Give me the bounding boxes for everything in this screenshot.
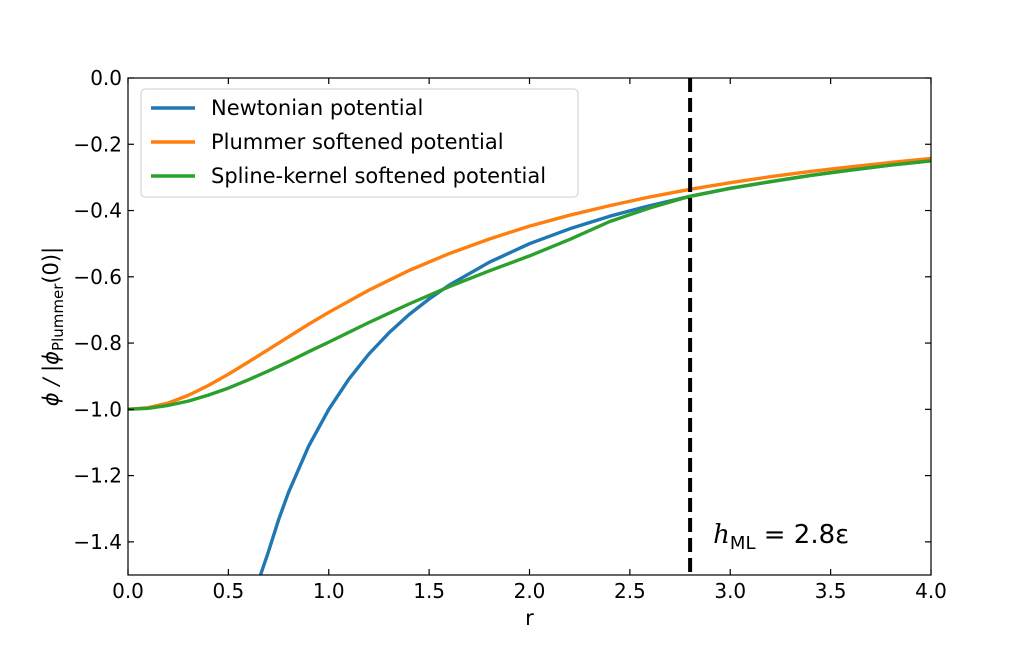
x-tick-label: 0.5 [212,579,244,603]
y-tick-label: −0.2 [73,132,122,156]
x-tick-label: 2.0 [514,579,546,603]
x-tick-label: 0.0 [112,579,144,603]
y-tick-label: −1.0 [73,397,122,421]
series-line-3 [127,159,932,411]
h-ml-annotation: hML = 2.8ε [713,520,849,554]
y-axis: 0.0 −0.2 −0.4 −0.6 −0.8 −1.0 −1.2 −1.4 [73,66,931,554]
y-tick-label: −1.2 [73,464,122,488]
y-tick-label: −0.4 [73,199,122,223]
series-layer [127,156,932,576]
x-tick-label: 1.5 [413,579,445,603]
legend-label: Plummer softened potential [211,130,504,154]
y-axis-label-main: ϕ / |ϕ [39,351,64,406]
series-line-2 [127,156,932,411]
x-tick-label: 4.0 [915,579,947,603]
annotation-layer: hML = 2.8ε [688,78,849,575]
legend-box [140,88,579,198]
y-axis-label-subscript: Plummer [49,283,67,351]
x-tick-label: 2.5 [614,579,646,603]
y-tick-label: −0.6 [73,265,122,289]
x-axis: 0.0 0.5 1.0 1.5 2.0 2.5 3.0 3.5 4.0 [112,78,947,603]
y-axis-label: ϕ / |ϕPlummer(0)| [39,247,67,406]
x-tick-label: 1.0 [313,579,345,603]
x-tick-label: 3.5 [815,579,847,603]
y-axis-label-tail: (0)| [39,247,64,284]
legend: Newtonian potential Plummer softened pote… [140,88,579,198]
legend-label: Newtonian potential [211,96,423,120]
y-tick-label: −0.8 [73,331,122,355]
legend-label: Spline-kernel softened potential [211,164,546,188]
y-tick-label: −1.4 [73,530,122,554]
x-axis-label: r [525,606,534,630]
x-tick-label: 3.0 [714,579,746,603]
y-tick-label: 0.0 [90,66,122,90]
